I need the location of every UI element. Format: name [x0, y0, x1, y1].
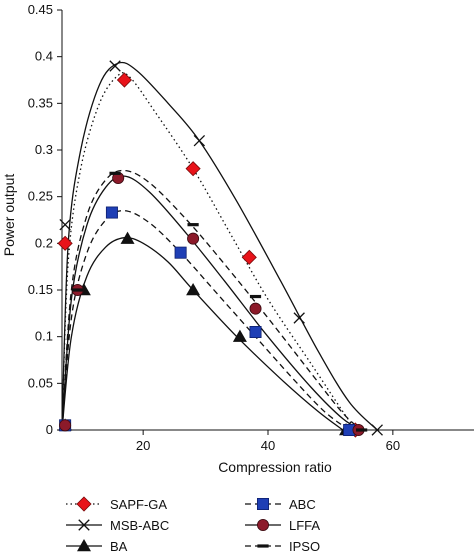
legend-item-ba: BA — [66, 539, 128, 554]
y-axis-label: Power output — [1, 174, 17, 257]
data-point-abc — [105, 206, 118, 219]
data-point-sapf-ga — [241, 249, 257, 265]
legend-item-msb-abc: MSB-ABC — [66, 518, 169, 533]
legend-label: MSB-ABC — [110, 518, 169, 533]
data-point-lffa — [249, 302, 262, 315]
y-tick-label: 0.25 — [28, 189, 53, 204]
legend-marker — [257, 544, 269, 548]
series-line-ba — [61, 236, 344, 431]
series-line-msb-abc — [61, 61, 378, 431]
data-point-ipso — [72, 288, 84, 292]
legend-label: SAPF-GA — [110, 497, 167, 512]
data-point-ba — [232, 329, 247, 342]
tick-labels: 0 0.05 0.1 0.15 0.2 0.25 0.3 0.35 0.4 0.45 20 40 60 — [28, 2, 400, 453]
y-tick-label: 0.05 — [28, 375, 53, 390]
legend-item-ipso: IPSO — [245, 539, 320, 554]
data-point-sapf-ga — [57, 235, 73, 251]
legend-label: IPSO — [289, 539, 320, 554]
series-line-ipso — [61, 169, 363, 431]
x-tick-label: 60 — [386, 438, 400, 453]
data-point-ipso — [109, 171, 121, 175]
legend-label: ABC — [289, 497, 316, 512]
y-tick-label: 0.2 — [35, 235, 53, 250]
data-point-msb-abc — [109, 60, 121, 72]
y-tick-label: 0 — [46, 422, 53, 437]
legend-item-lffa: LFFA — [245, 518, 320, 533]
y-tick-label: 0.35 — [28, 95, 53, 110]
x-axis-label: Compression ratio — [218, 459, 332, 475]
legend-marker — [78, 519, 90, 531]
legend: SAPF-GA MSB-ABC BA ABC LFFA IPSO — [66, 496, 320, 554]
data-point-msb-abc — [59, 218, 71, 231]
data-point-msb-abc — [371, 424, 383, 436]
data-point-abc — [174, 246, 187, 259]
axes — [57, 9, 474, 435]
x-tick-label: 40 — [261, 438, 275, 453]
series-line-lffa — [61, 175, 362, 431]
legend-label: LFFA — [289, 518, 320, 533]
legend-marker — [256, 519, 269, 532]
data-point-ipso — [249, 294, 262, 299]
legend-marker — [256, 497, 269, 510]
data-point-sapf-ga — [116, 72, 132, 88]
y-tick-label: 0.1 — [35, 329, 53, 344]
data-point-ba — [186, 283, 201, 296]
data-point-lffa — [59, 419, 72, 432]
data-point-abc — [249, 325, 262, 338]
data-point-msb-abc — [293, 312, 305, 324]
series-line-sapf-ga — [61, 72, 359, 431]
series-curves — [61, 61, 378, 431]
series-markers — [57, 60, 383, 438]
legend-marker — [76, 496, 92, 512]
series-line-abc — [61, 210, 350, 431]
data-point-ipso — [187, 223, 199, 227]
y-tick-label: 0.15 — [28, 282, 53, 297]
data-point-lffa — [187, 232, 200, 245]
legend-marker — [77, 539, 91, 552]
data-point-ba — [120, 231, 135, 244]
legend-label: BA — [110, 539, 128, 554]
data-point-msb-abc — [193, 134, 206, 147]
x-tick-label: 20 — [136, 438, 150, 453]
legend-item-abc: ABC — [245, 497, 316, 512]
data-point-sapf-ga — [185, 161, 201, 177]
y-tick-label: 0.45 — [28, 2, 53, 17]
legend-item-sapf-ga: SAPF-GA — [66, 496, 167, 512]
y-tick-label: 0.3 — [35, 142, 53, 157]
data-point-ipso — [356, 428, 368, 432]
y-tick-label: 0.4 — [35, 49, 53, 64]
